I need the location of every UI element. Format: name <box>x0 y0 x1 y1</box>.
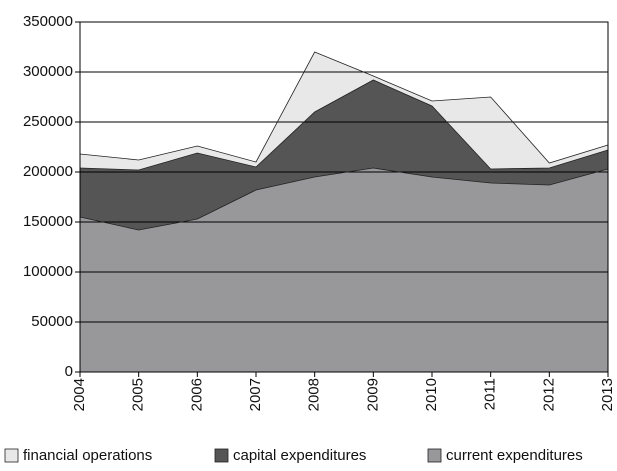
y-tick-label: 100000 <box>23 263 73 280</box>
x-tick-label: 2013 <box>599 378 616 411</box>
area-edge <box>79 79 609 171</box>
legend-label: current expenditures <box>446 447 583 464</box>
x-tick-label: 2004 <box>71 378 88 411</box>
plot-area <box>80 52 608 372</box>
y-tick-label: 50000 <box>31 313 73 330</box>
area <box>80 52 608 170</box>
x-tick-label: 2012 <box>540 378 557 411</box>
x-tick-label: 2005 <box>130 378 147 411</box>
plot-frame <box>79 21 609 373</box>
x-tick-label: 2011 <box>482 378 499 410</box>
area-edge <box>79 51 609 164</box>
legend-swatch <box>214 448 229 463</box>
y-tick-label: 250000 <box>23 113 73 130</box>
y-tick-label: 200000 <box>23 163 73 180</box>
x-tick-label: 2009 <box>364 378 381 411</box>
x-tick-label: 2006 <box>188 378 205 411</box>
legend-swatch <box>4 448 19 463</box>
area <box>80 168 608 372</box>
y-tick-label: 300000 <box>23 63 73 80</box>
legend-label: capital expenditures <box>233 447 366 464</box>
y-tick-label: 0 <box>65 363 73 380</box>
x-tick-label: 2010 <box>423 378 440 411</box>
x-tick-label: 2008 <box>306 378 323 411</box>
area <box>80 80 608 230</box>
y-tick-label: 150000 <box>23 213 73 230</box>
x-tick-label: 2007 <box>247 378 264 411</box>
area-edge <box>79 167 609 231</box>
y-tick-label: 350000 <box>23 13 73 30</box>
legend-swatch <box>427 448 442 463</box>
legend-label: financial operations <box>23 447 152 464</box>
